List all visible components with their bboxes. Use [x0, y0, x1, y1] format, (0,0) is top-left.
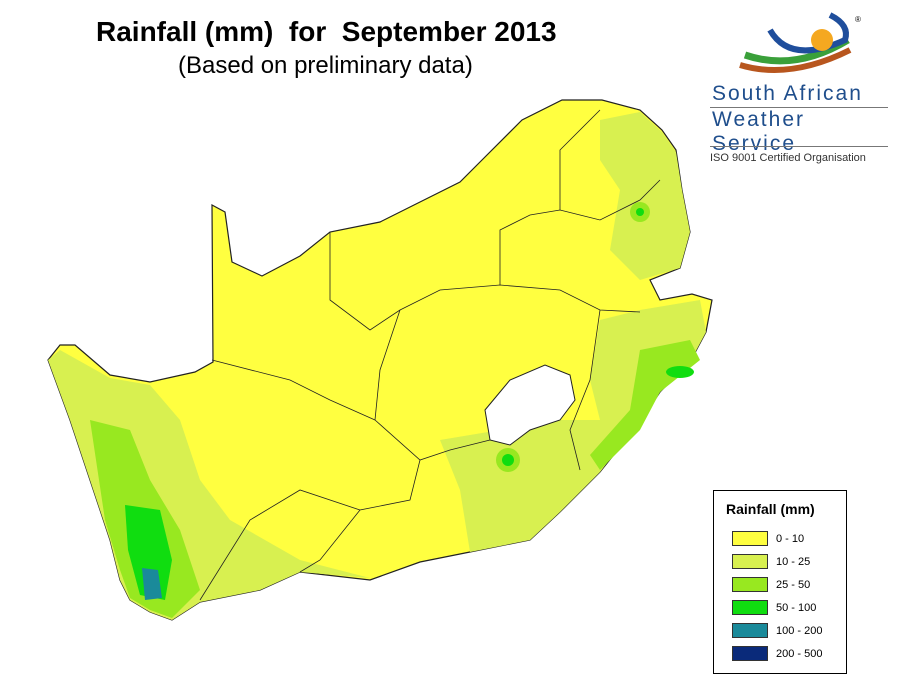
- legend-title: Rainfall (mm): [726, 501, 815, 517]
- legend-swatch: [732, 554, 768, 569]
- legend-item: 50 - 100: [732, 600, 816, 615]
- province-borders: [199, 109, 661, 601]
- logo-line2: Weather Service: [712, 108, 805, 155]
- logo-line1: South African: [712, 82, 863, 105]
- rainfall-zones: [48, 112, 706, 620]
- saws-logo: ® South African Weather Service ISO 9001…: [700, 10, 895, 170]
- registered-mark: ®: [855, 15, 861, 24]
- legend-swatch: [732, 646, 768, 661]
- legend-item: 100 - 200: [732, 623, 822, 638]
- legend-swatch: [732, 623, 768, 638]
- legend-label: 10 - 25: [776, 555, 811, 568]
- legend-swatch: [732, 600, 768, 615]
- legend-label: 50 - 100: [776, 601, 817, 614]
- legend-item: 25 - 50: [732, 577, 810, 592]
- legend-item: 0 - 10: [732, 531, 804, 546]
- logo-emblem-icon: ®: [739, 12, 861, 73]
- legend-item: 200 - 500: [732, 646, 822, 661]
- legend-label: 100 - 200: [776, 624, 823, 637]
- map-title: Rainfall (mm) for September 2013: [96, 16, 557, 47]
- legend-swatch: [732, 577, 768, 592]
- legend: Rainfall (mm) 0 - 10 10 - 25 25 - 50 50 - 1…: [713, 490, 847, 674]
- legend-label: 200 - 500: [776, 647, 823, 660]
- legend-label: 0 - 10: [776, 532, 805, 545]
- iso-certification: ISO 9001 Certified Organisation: [710, 152, 866, 164]
- lesotho: [484, 364, 576, 446]
- map-subtitle: (Based on preliminary data): [178, 52, 473, 79]
- legend-label: 25 - 50: [776, 578, 811, 591]
- legend-swatch: [732, 531, 768, 546]
- legend-item: 10 - 25: [732, 554, 810, 569]
